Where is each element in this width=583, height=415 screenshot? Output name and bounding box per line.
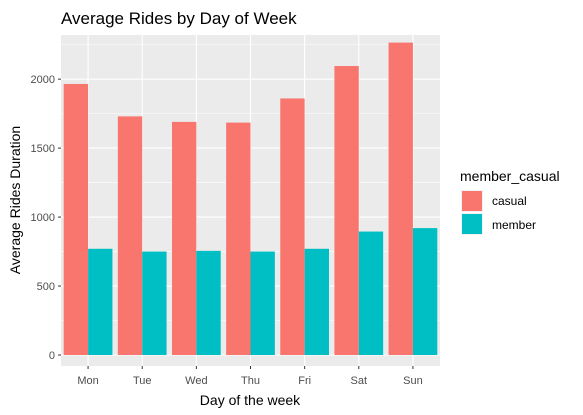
bar-casual-wed: [171, 121, 197, 356]
bar-casual-sun: [388, 42, 413, 355]
x-tick-label: Wed: [185, 375, 207, 387]
bar-casual-thu: [226, 122, 251, 355]
legend-label-casual: casual: [492, 194, 527, 208]
y-tick-label: 1500: [31, 143, 55, 155]
bars: [63, 42, 438, 356]
x-tick-label: Tue: [133, 375, 152, 387]
y-tick-label: 1000: [31, 212, 55, 224]
legend-swatch-member: [462, 214, 482, 234]
bar-member-tue: [142, 251, 167, 355]
bar-member-sat: [358, 231, 384, 355]
bar-casual-fri: [280, 98, 305, 355]
x-tick-label: Sun: [403, 375, 423, 387]
bar-member-thu: [250, 251, 275, 355]
y-tick-label: 500: [37, 281, 55, 293]
x-axis: Mon Tue Wed Thu Fri Sat Sun: [77, 366, 423, 387]
legend-swatch-casual: [462, 191, 482, 211]
x-tick-label: Sat: [351, 375, 368, 387]
x-tick-label: Fri: [298, 375, 311, 387]
bar-casual-sat: [334, 66, 359, 355]
y-tick-label: 2000: [31, 74, 55, 86]
y-axis-title: Average Rides Duration: [7, 126, 23, 274]
legend: member_casual casual member: [460, 168, 560, 235]
x-tick-label: Mon: [77, 375, 98, 387]
x-axis-title: Day of the week: [200, 392, 301, 408]
x-tick-label: Thu: [241, 375, 260, 387]
bar-casual-tue: [117, 116, 143, 356]
bar-member-wed: [196, 250, 221, 355]
y-tick-label: 0: [49, 350, 55, 362]
legend-title: member_casual: [460, 168, 560, 184]
y-axis: 0 500 1000 1500 2000: [31, 74, 61, 362]
legend-label-member: member: [492, 218, 536, 232]
chart-title: Average Rides by Day of Week: [61, 9, 297, 28]
bar-member-sun: [412, 228, 438, 355]
bar-member-fri: [304, 248, 330, 355]
bar-casual-mon: [63, 83, 89, 355]
bar-member-mon: [88, 248, 113, 355]
